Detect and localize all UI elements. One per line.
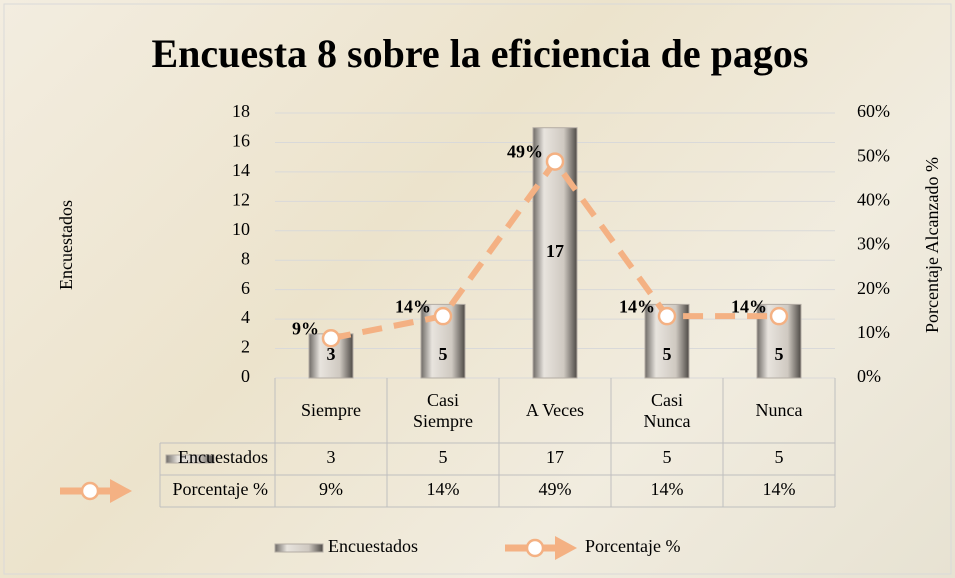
- x-tick-label: A Veces: [525, 400, 585, 420]
- line-marker: [657, 306, 677, 326]
- legend-key: [525, 538, 545, 558]
- legend-label: Encuestados: [328, 536, 418, 556]
- table-legend-key: [80, 481, 100, 501]
- y-tick-label: 16: [232, 131, 250, 151]
- x-tick-label: Nunca: [755, 400, 803, 420]
- table-cell: 49%: [539, 479, 572, 499]
- legend-label: Porcentaje %: [585, 536, 680, 556]
- y-tick-label: 0: [241, 366, 250, 386]
- table-cell: 14%: [651, 479, 684, 499]
- y2-tick-label: 30%: [857, 234, 890, 254]
- line-marker: [321, 329, 341, 348]
- y-tick-label: 4: [241, 307, 250, 327]
- x-tick-label: Casi Siempre: [413, 389, 473, 431]
- table-cell: 14%: [763, 479, 796, 499]
- table-cell: 5: [439, 447, 448, 467]
- y-axis-title: Encuestados: [56, 200, 76, 290]
- bar-value-label: 5: [663, 344, 672, 364]
- line-value-label: 49%: [507, 142, 543, 162]
- bar-value-label: 5: [439, 344, 448, 364]
- line-value-label: 14%: [395, 296, 431, 316]
- bar-value-label: 17: [546, 241, 564, 261]
- table-cell: 5: [663, 447, 672, 467]
- y2-tick-label: 50%: [857, 145, 890, 165]
- line-value-label: 9%: [292, 318, 319, 338]
- y-tick-label: 8: [241, 248, 250, 268]
- y2-tick-label: 20%: [857, 278, 890, 298]
- table-cell: 9%: [319, 479, 343, 499]
- table-cell: 3: [327, 447, 336, 467]
- table-row-header: Porcentaje %: [173, 479, 268, 499]
- table-row-header: Encuestados: [178, 447, 268, 467]
- y2-tick-label: 0%: [857, 366, 881, 386]
- y-tick-label: 6: [241, 278, 250, 298]
- table-cell: 17: [546, 447, 564, 467]
- y-tick-label: 14: [232, 160, 250, 180]
- y2-tick-label: 10%: [857, 322, 890, 342]
- bar-value-label: 3: [327, 344, 336, 364]
- y-tick-label: 2: [241, 337, 250, 357]
- chart-border: [3, 3, 952, 575]
- y2-tick-label: 40%: [857, 189, 890, 209]
- table-legend-key: [110, 479, 132, 503]
- chart-title: Encuesta 8 sobre la eficiencia de pagos: [151, 31, 808, 76]
- legend-key: [274, 543, 324, 553]
- table-legend-key: [165, 454, 215, 464]
- x-tick-label: Siempre: [301, 400, 361, 420]
- bar-value-label: 5: [775, 344, 784, 364]
- line-value-label: 14%: [731, 296, 767, 316]
- line-marker: [545, 152, 565, 171]
- line-value-label: 14%: [619, 296, 655, 316]
- table-cell: 5: [775, 447, 784, 467]
- y2-axis-title: Porcentaje Alcanzado %: [922, 157, 942, 333]
- table-cell: 14%: [427, 479, 460, 499]
- line-marker: [433, 306, 453, 326]
- x-tick-label: Casi Nunca: [643, 389, 691, 431]
- line-marker: [769, 306, 789, 326]
- legend-key: [555, 536, 577, 560]
- y2-tick-label: 60%: [857, 101, 890, 121]
- y-tick-label: 18: [232, 101, 250, 121]
- y-tick-label: 10: [232, 219, 250, 239]
- y-tick-label: 12: [232, 189, 250, 209]
